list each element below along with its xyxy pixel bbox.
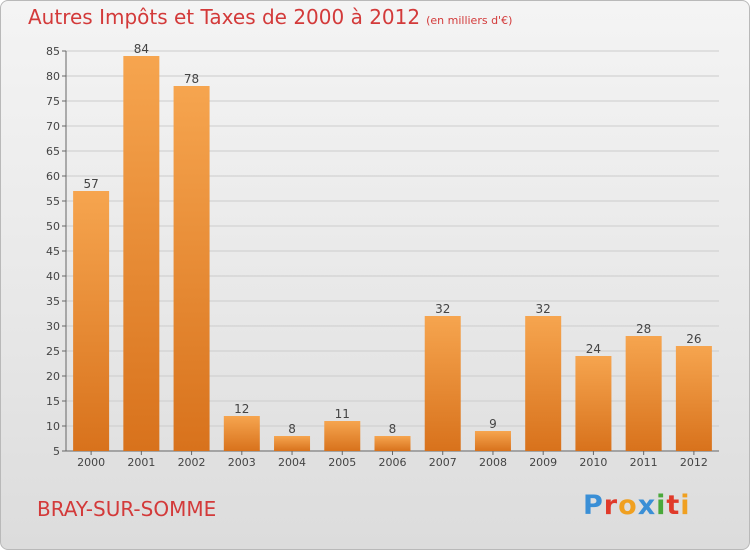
- y-tick-label: 60: [46, 170, 60, 183]
- bar: [73, 191, 110, 451]
- bar-value-label: 8: [389, 422, 397, 436]
- bar: [525, 316, 562, 451]
- x-tick-label: 2007: [429, 456, 457, 469]
- bar: [374, 436, 411, 451]
- x-tick-label: 2005: [328, 456, 356, 469]
- unit-label: (en milliers d'€): [426, 14, 513, 27]
- bars: [73, 56, 712, 451]
- bar: [324, 421, 361, 451]
- grid-lines: [66, 50, 719, 452]
- logo-letter: i: [656, 490, 667, 521]
- x-tick-label: 2012: [680, 456, 708, 469]
- x-tick-label: 2003: [228, 456, 256, 469]
- bar: [675, 346, 712, 451]
- chart-title: Autres Impôts et Taxes de 2000 à 2012 (en…: [28, 5, 512, 29]
- bar-value-label: 9: [489, 417, 497, 431]
- y-tick-label: 45: [46, 245, 60, 258]
- logo-letter: t: [666, 490, 681, 521]
- bar: [575, 356, 612, 451]
- proxiti-logo: Proxiti: [583, 490, 691, 521]
- bar-value-label: 12: [234, 402, 249, 416]
- bar-value-label: 26: [686, 332, 701, 346]
- y-tick-label: 5: [53, 445, 60, 458]
- x-tick-label: 2008: [479, 456, 507, 469]
- logo-letter: r: [603, 490, 619, 521]
- bar: [474, 431, 511, 451]
- y-tick-label: 10: [46, 420, 60, 433]
- y-tick-label: 85: [46, 45, 60, 58]
- bar-value-label: 24: [586, 342, 601, 356]
- bar-value-label: 8: [288, 422, 296, 436]
- axes: 5 10 15 20 25 30 35 40 45 50 55 60 65 70 75 80 85 2000 200…: [46, 45, 719, 469]
- logo-letter: x: [637, 490, 657, 521]
- x-tick-label: 2002: [178, 456, 206, 469]
- bar: [173, 86, 210, 451]
- bar: [223, 416, 260, 451]
- bar: [123, 56, 160, 451]
- y-tick-label: 20: [46, 370, 60, 383]
- bar-value-label: 28: [636, 322, 651, 336]
- y-tick-label: 70: [46, 120, 60, 133]
- bar-value-label: 78: [184, 72, 199, 86]
- y-tick-label: 30: [46, 320, 60, 333]
- y-tick-label: 50: [46, 220, 60, 233]
- y-tick-label: 75: [46, 95, 60, 108]
- y-tick-label: 25: [46, 345, 60, 358]
- data-labels: 57 84 78 12 8 11 8 32 9 32 24 28 26: [83, 42, 701, 436]
- x-tick-label: 2011: [630, 456, 658, 469]
- y-tick-label: 40: [46, 270, 60, 283]
- x-tick-label: 2010: [579, 456, 607, 469]
- y-tick-label: 55: [46, 195, 60, 208]
- logo-letter: P: [583, 490, 604, 521]
- bar-value-label: 57: [83, 177, 98, 191]
- x-tick-label: 2004: [278, 456, 306, 469]
- x-tick-label: 2000: [77, 456, 105, 469]
- bar-value-label: 84: [134, 42, 149, 56]
- y-tick-label: 65: [46, 145, 60, 158]
- y-tick-label: 35: [46, 295, 60, 308]
- logo-letter: i: [680, 490, 691, 521]
- y-tick-label: 15: [46, 395, 60, 408]
- logo-letter: o: [618, 490, 638, 521]
- x-tick-label: 2001: [127, 456, 155, 469]
- x-tick-label: 2009: [529, 456, 557, 469]
- commune-name: BRAY-SUR-SOMME: [37, 497, 217, 521]
- y-tick-label: 80: [46, 70, 60, 83]
- bar-value-label: 32: [536, 302, 551, 316]
- bar: [625, 336, 662, 451]
- bar-value-label: 11: [335, 407, 350, 421]
- bar-value-label: 32: [435, 302, 450, 316]
- bar: [274, 436, 311, 451]
- title-text: Autres Impôts et Taxes de 2000 à 2012: [28, 5, 421, 29]
- x-tick-label: 2006: [379, 456, 407, 469]
- bar: [424, 316, 461, 451]
